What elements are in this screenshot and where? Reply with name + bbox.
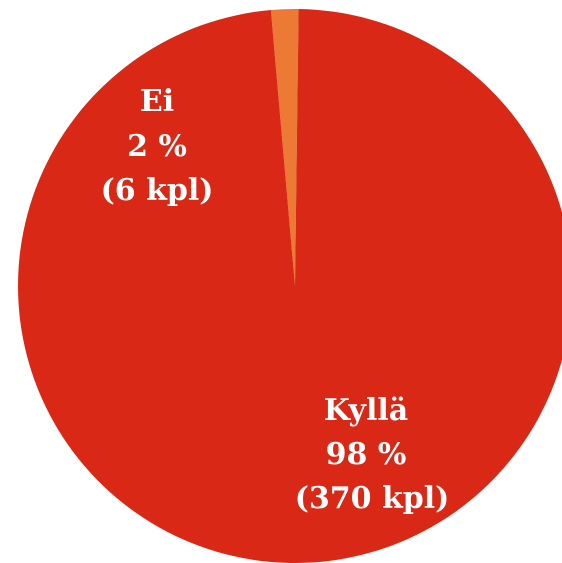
slice-label-kylla-percent: 98 % (326, 437, 407, 472)
slice-label-ei-count: (6 kpl) (101, 173, 214, 208)
pie-slice-ei (270, 8, 299, 286)
slice-label-ei-name: Ei (140, 84, 174, 119)
slice-label-kylla-count: (370 kpl) (295, 481, 450, 516)
slice-label-ei-percent: 2 % (127, 129, 187, 164)
slice-label-kylla-name: Kyllä (324, 393, 408, 428)
slice-label-ei: Ei 2 % (6 kpl) (101, 84, 214, 208)
slice-label-kylla: Kyllä 98 % (370 kpl) (295, 393, 450, 516)
pie-slice-kylla (18, 9, 562, 563)
pie-slices (18, 8, 562, 563)
